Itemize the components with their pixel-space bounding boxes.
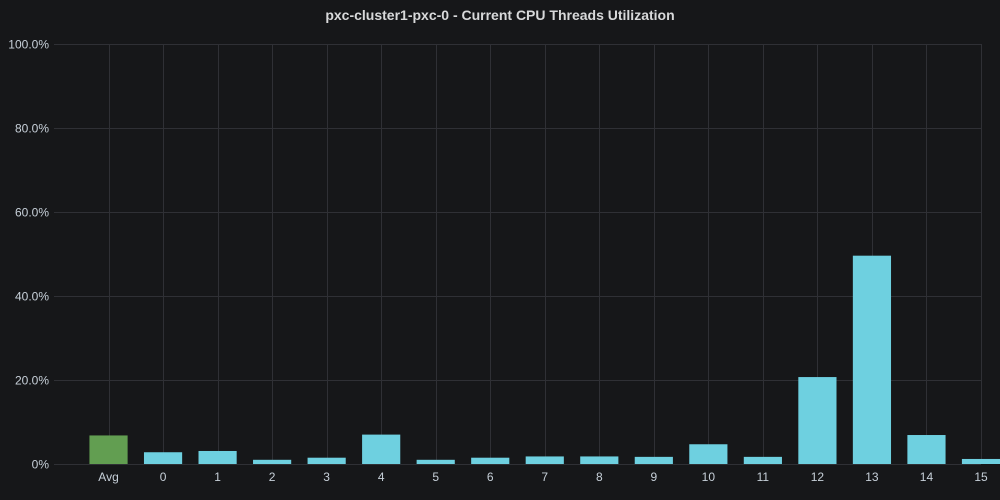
y-axis-labels: 0% 20.0% 40.0% 60.0% 80.0% 100.0% [8, 38, 49, 472]
bar-thread-3 [307, 457, 346, 464]
y-tick-label: 0% [32, 458, 50, 472]
x-axis-labels: Avg 0 1 2 3 4 5 6 7 8 9 10 11 12 13 14 15 [98, 470, 988, 484]
x-tick-label: 0 [160, 470, 167, 484]
x-tick-label: 15 [974, 470, 988, 484]
x-tick-label: 5 [432, 470, 439, 484]
bar-thread-0 [143, 452, 183, 464]
bar-thread-6 [471, 457, 510, 464]
bar-thread-15 [961, 458, 1000, 464]
y-tick-label: 20.0% [15, 374, 49, 388]
y-tick-label: 40.0% [15, 290, 49, 304]
bar-thread-2 [253, 459, 292, 464]
bar-thread-1 [198, 450, 237, 464]
bar-thread-4 [362, 434, 401, 464]
y-tick-label: 80.0% [15, 122, 49, 136]
x-tick-label: 14 [920, 470, 934, 484]
x-tick-label: 1 [214, 470, 221, 484]
bar-thread-13 [852, 255, 892, 464]
x-tick-label: 8 [596, 470, 603, 484]
bar-thread-7 [525, 456, 564, 464]
x-tick-label: 13 [865, 470, 879, 484]
bar-avg [89, 435, 128, 464]
bar-thread-8 [580, 456, 619, 464]
y-tick-label: 60.0% [15, 206, 49, 220]
x-tick-label: 10 [702, 470, 716, 484]
bar-thread-10 [689, 444, 728, 464]
bar-thread-9 [634, 456, 673, 464]
bar-thread-11 [743, 456, 782, 464]
x-tick-label: Avg [98, 470, 118, 484]
bar-thread-5 [416, 459, 455, 464]
x-tick-label: 12 [811, 470, 825, 484]
x-tick-label: 9 [650, 470, 657, 484]
y-tick-label: 100.0% [8, 38, 49, 52]
x-tick-label: 6 [487, 470, 494, 484]
panel-title: pxc-cluster1-pxc-0 - Current CPU Threads… [325, 7, 675, 23]
x-tick-label: 3 [323, 470, 330, 484]
x-tick-label: 7 [541, 470, 548, 484]
bar-thread-12 [798, 377, 837, 464]
grid-lines [54, 44, 982, 465]
x-tick-label: 4 [378, 470, 385, 484]
x-tick-label: 11 [757, 470, 770, 484]
bars [89, 255, 1000, 464]
bar-thread-14 [907, 435, 946, 464]
x-tick-label: 2 [269, 470, 276, 484]
